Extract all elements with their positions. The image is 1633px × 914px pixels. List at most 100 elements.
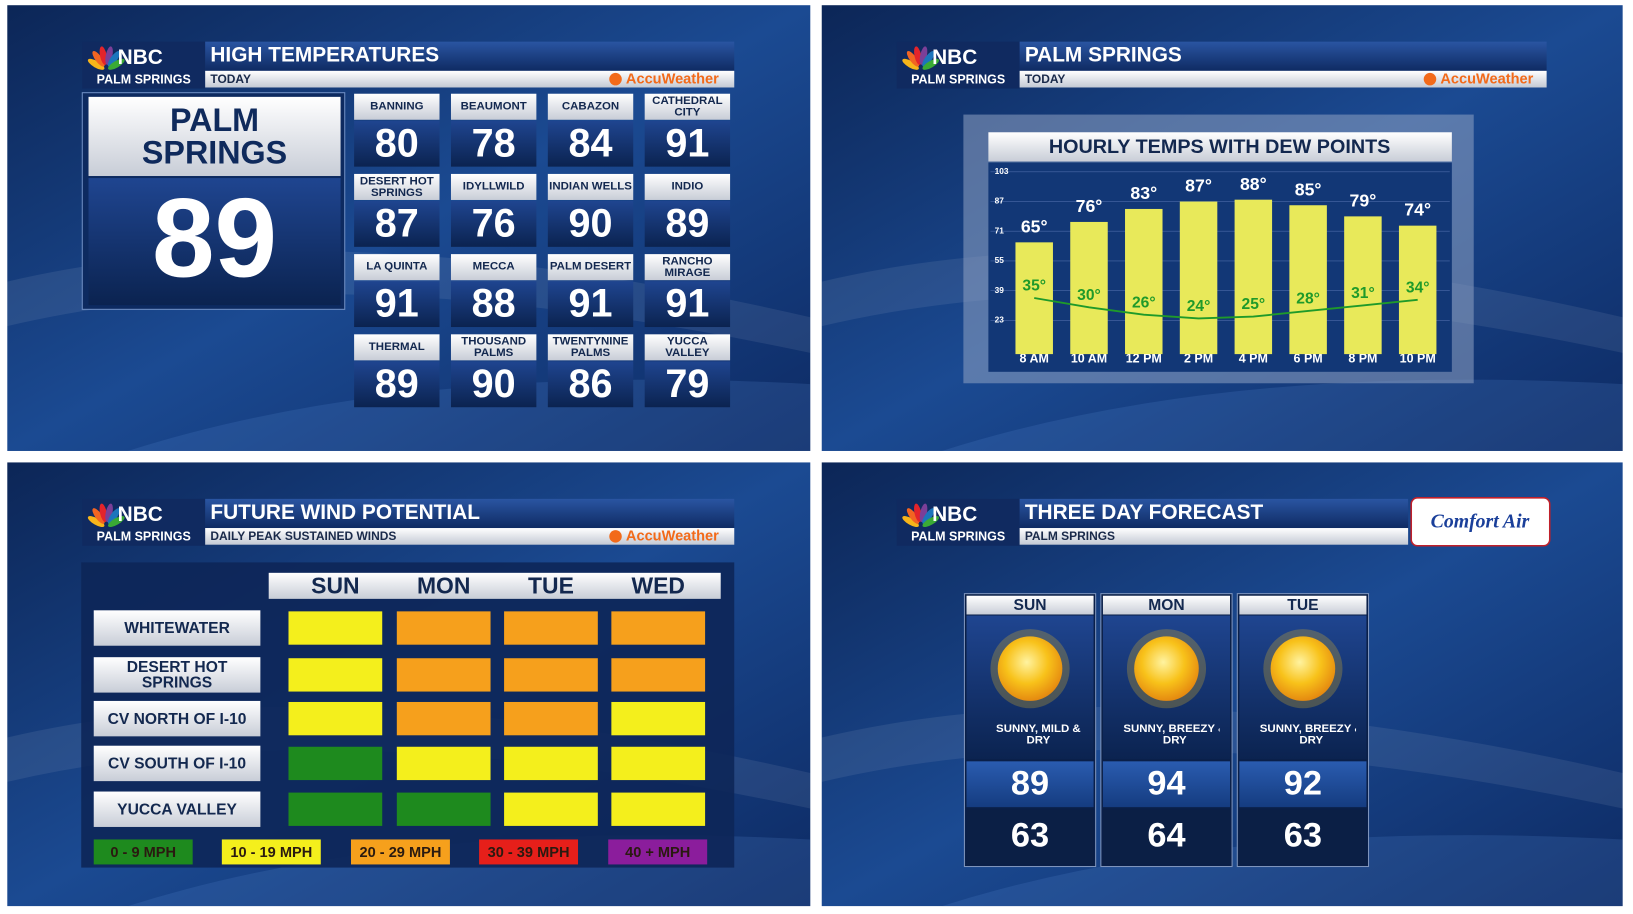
city-label-bg: [354, 254, 440, 281]
city-name-box: MECCA: [473, 261, 515, 272]
city-temp: 86: [569, 362, 613, 406]
city-label-bg: [354, 173, 440, 200]
x-tick-label: 4 PM: [1239, 352, 1268, 366]
city-label-bg: [354, 334, 440, 361]
city-name-box: LA QUINTA: [366, 261, 427, 272]
legend-label: 0 - 9 MPH: [110, 845, 176, 861]
wind-cell: [396, 792, 491, 826]
dew-point-label: 31°: [1351, 285, 1375, 302]
sponsor: Comfort Air: [1431, 510, 1530, 532]
peacock-feather: [914, 503, 922, 523]
row-label-box: CV SOUTH OF I-10: [108, 754, 247, 773]
sun-icon: [1270, 636, 1336, 701]
city-temp: 78: [472, 121, 516, 165]
station-name: PALM SPRINGS: [97, 72, 191, 86]
city-name-box: THOUSAND PALMS: [461, 334, 527, 359]
low-bg: [1102, 809, 1231, 865]
city-name: INDIO: [671, 180, 704, 193]
bar: [1234, 199, 1273, 355]
city-temp: 87: [375, 201, 419, 245]
sponsor-icon: [609, 72, 622, 86]
city-temp: 79: [665, 362, 709, 406]
city-label-bg: [450, 334, 537, 361]
swoosh: [941, 835, 1623, 907]
city-temp: 91: [569, 282, 613, 326]
wind-cell: [611, 701, 706, 736]
legend-swatch: [93, 839, 193, 865]
y-tick-label: 55: [995, 255, 1005, 265]
city-name: BANNING: [370, 99, 424, 113]
dew-point-line: [1034, 297, 1418, 320]
title-bar: [1019, 41, 1547, 71]
y-tick-label: 103: [995, 166, 1009, 176]
network-name: NBC: [932, 46, 977, 69]
featured-label-bg: [88, 96, 341, 177]
wind-cell: [504, 611, 598, 645]
row-label: CV SOUTH OF I-10: [108, 754, 247, 773]
swoosh: [127, 379, 811, 451]
city-name: DESERT HOT SPRINGS: [359, 174, 434, 199]
row-label-bg: [93, 610, 261, 646]
panel: NBC PALM SPRINGS HIGH TEMPERATURES TODAY Acc…: [7, 5, 811, 451]
peacock-feather: [922, 58, 940, 70]
x-tick-label: 10 AM: [1071, 352, 1107, 366]
low-bg: [966, 809, 1094, 865]
bar-value-label: 76°: [1076, 196, 1103, 216]
high-bg: [1239, 761, 1367, 808]
legend-swatch: [221, 839, 321, 865]
city-name: RANCHO MIRAGE: [662, 254, 713, 279]
city-name: THOUSAND PALMS: [461, 334, 527, 359]
panel-subtitle: TODAY: [210, 72, 251, 86]
bar-value-label: 88°: [1240, 174, 1267, 194]
day-header-bar: [268, 572, 721, 599]
city-label-bg: [644, 93, 731, 120]
city-label-bg: [644, 334, 731, 361]
panel-title: FUTURE WIND POTENTIAL: [210, 501, 480, 524]
row-label-box: YUCCA VALLEY: [117, 800, 237, 819]
row-label: YUCCA VALLEY: [117, 800, 237, 819]
city-temp-bg: [547, 361, 634, 408]
forecast-description-box: SUNNY, MILD & DRY: [996, 722, 1081, 747]
featured-city-box: PALM SPRINGS: [142, 104, 287, 169]
bar-value-label: 87°: [1185, 176, 1212, 196]
legend-swatch: [350, 839, 450, 865]
dew-point-label: 34°: [1406, 280, 1430, 297]
low-temp: 63: [1284, 816, 1322, 854]
city-label-bg: [547, 254, 634, 281]
panel: NBC PALM SPRINGS PALM SPRINGS TODAY AccuWeat…: [821, 5, 1623, 451]
forecast-description: SUNNY, MILD & DRY: [996, 722, 1081, 747]
dew-point-label: 28°: [1296, 291, 1320, 308]
wind-cell: [288, 611, 383, 645]
legend-label: 20 - 29 MPH: [360, 845, 442, 861]
peacock-feather: [87, 516, 105, 528]
city-temp-bg: [354, 281, 440, 328]
x-tick-label: 6 PM: [1294, 352, 1323, 366]
city-name-box: DESERT HOT SPRINGS: [359, 174, 434, 199]
peacock-feather: [99, 503, 108, 523]
city-temp-bg: [354, 361, 440, 408]
peacock-feather: [906, 50, 920, 67]
row-label-box: WHITEWATER: [124, 620, 230, 636]
y-tick-label: 87: [995, 196, 1005, 206]
row-label: DESERT HOT SPRINGS: [126, 658, 228, 692]
city-temp-bg: [547, 281, 634, 328]
bar-value-label: 85°: [1295, 179, 1322, 199]
day-label: WED: [632, 572, 685, 598]
content: NBC PALM SPRINGS HIGH TEMPERATURES TODAY Acc…: [7, 5, 1623, 907]
city-temp: 76: [472, 201, 516, 245]
peacock-feather: [906, 508, 920, 524]
dew-point-label: 24°: [1187, 298, 1211, 315]
day-name: MON: [1148, 597, 1184, 614]
dew-point-label: 30°: [1077, 287, 1101, 304]
wind-cell: [504, 701, 598, 736]
day-header: [1239, 595, 1367, 615]
peacock-feather: [922, 50, 935, 67]
station-name: PALM SPRINGS: [97, 530, 191, 544]
y-tick-label: 71: [995, 225, 1005, 235]
bar-value-label: 79°: [1350, 190, 1377, 210]
legend-label: 10 - 19 MPH: [230, 845, 312, 861]
subtitle-bar: [1019, 528, 1409, 545]
forecast-description-box: SUNNY, BREEZY & DRY: [1123, 723, 1219, 746]
city-temp: 88: [472, 282, 516, 326]
peacock-feather: [107, 508, 121, 524]
